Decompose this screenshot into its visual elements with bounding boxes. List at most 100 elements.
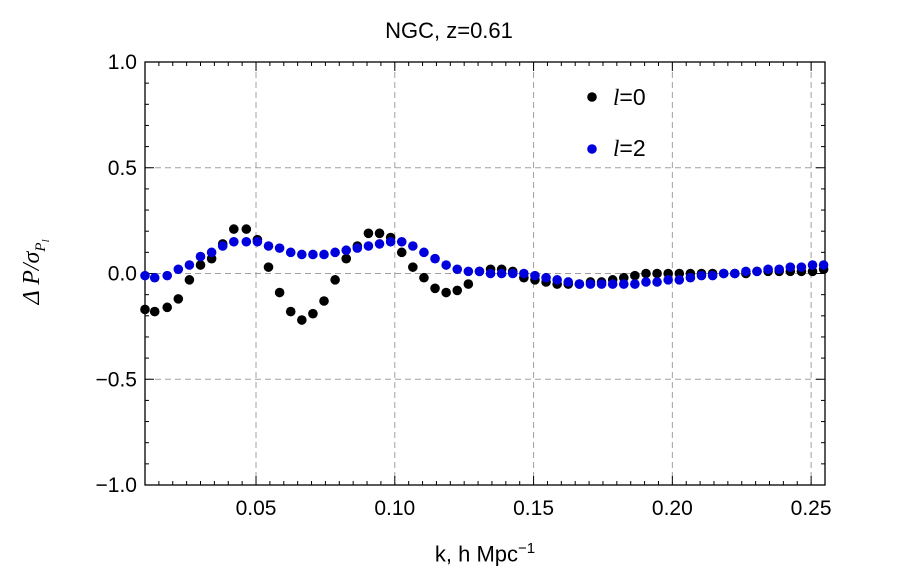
point-l2 bbox=[419, 247, 429, 258]
point-l2 bbox=[441, 260, 451, 270]
point-l0 bbox=[652, 268, 662, 279]
point-l2 bbox=[229, 236, 239, 247]
point-l2 bbox=[718, 268, 729, 279]
point-l2 bbox=[685, 272, 696, 283]
point-l0 bbox=[341, 253, 352, 264]
legend-label-l2: =2 bbox=[619, 135, 646, 161]
y-axis-label: Δ P/σPl bbox=[19, 239, 52, 305]
point-l2 bbox=[507, 268, 518, 279]
point-l2 bbox=[674, 275, 685, 285]
point-l2 bbox=[663, 275, 673, 285]
point-l2 bbox=[485, 268, 496, 279]
axis-tick-labels: 0.05 0.10 0.15 0.20 0.25 −1.0 −0.5 0.0 0.5 1.0 bbox=[96, 51, 832, 520]
point-l2 bbox=[585, 279, 596, 289]
point-l2 bbox=[162, 270, 173, 281]
point-l2 bbox=[530, 270, 540, 281]
point-l2 bbox=[140, 270, 150, 281]
x-axis-label-exponent: −1 bbox=[518, 540, 536, 557]
point-l2 bbox=[774, 264, 785, 275]
point-l2 bbox=[818, 260, 829, 270]
x-tick-label: 0.05 bbox=[236, 497, 277, 520]
point-l2 bbox=[574, 279, 585, 289]
point-l2 bbox=[308, 249, 318, 260]
point-l0 bbox=[285, 306, 296, 317]
y-tick-label: −1.0 bbox=[96, 474, 137, 497]
point-l2 bbox=[297, 249, 307, 260]
point-l0 bbox=[308, 308, 318, 319]
point-l2 bbox=[319, 249, 329, 260]
point-l2 bbox=[563, 277, 574, 287]
point-l0 bbox=[641, 268, 651, 279]
x-axis-label-text: k, h Mpc bbox=[434, 541, 519, 567]
point-l2 bbox=[241, 236, 252, 247]
legend-entry-l0: l=0 bbox=[613, 84, 646, 110]
point-l0 bbox=[162, 302, 173, 313]
point-l2 bbox=[285, 247, 296, 258]
point-l2 bbox=[741, 266, 751, 277]
point-l2 bbox=[206, 247, 217, 258]
x-tick-label: 0.25 bbox=[791, 497, 832, 520]
point-l2 bbox=[729, 268, 740, 279]
point-l0 bbox=[396, 247, 407, 258]
point-l0 bbox=[408, 262, 418, 272]
point-l2 bbox=[408, 241, 418, 251]
point-l2 bbox=[652, 277, 662, 287]
point-l2 bbox=[696, 270, 707, 281]
point-l2 bbox=[707, 270, 718, 281]
point-l0 bbox=[195, 260, 206, 270]
point-l2 bbox=[352, 243, 363, 253]
point-l2 bbox=[374, 239, 385, 249]
point-l2 bbox=[173, 264, 184, 275]
point-l2 bbox=[807, 260, 818, 270]
x-tick-label: 0.15 bbox=[513, 497, 554, 520]
point-l0 bbox=[419, 272, 429, 283]
y-tick-label: −0.5 bbox=[96, 368, 137, 391]
point-l2 bbox=[252, 236, 263, 247]
point-l0 bbox=[297, 315, 307, 325]
point-l2 bbox=[217, 241, 228, 251]
point-l2 bbox=[330, 247, 340, 258]
point-l0 bbox=[140, 304, 150, 315]
point-l2 bbox=[630, 279, 640, 289]
point-l2 bbox=[752, 266, 762, 277]
y-tick-label: 1.0 bbox=[108, 51, 137, 74]
legend-marker-l0 bbox=[587, 92, 597, 102]
point-l2 bbox=[341, 245, 352, 256]
point-l0 bbox=[430, 283, 440, 294]
point-l0 bbox=[263, 262, 274, 272]
point-l2 bbox=[785, 262, 796, 272]
point-l0 bbox=[319, 296, 329, 306]
point-l0 bbox=[229, 224, 239, 234]
x-axis-label: k, h Mpc−1 bbox=[145, 540, 825, 567]
point-l2 bbox=[452, 264, 463, 275]
x-tick-label: 0.20 bbox=[652, 497, 693, 520]
point-l2 bbox=[274, 243, 285, 253]
axis-ticks bbox=[144, 61, 826, 486]
point-l0 bbox=[374, 228, 385, 239]
point-l0 bbox=[184, 275, 195, 285]
legend-label-l0: =0 bbox=[619, 84, 646, 110]
point-l2 bbox=[385, 236, 396, 247]
point-l2 bbox=[363, 241, 374, 251]
point-l2 bbox=[263, 241, 274, 251]
point-l0 bbox=[241, 224, 252, 234]
point-l2 bbox=[796, 262, 807, 272]
point-l2 bbox=[463, 266, 474, 277]
point-l0 bbox=[363, 228, 374, 239]
point-l2 bbox=[641, 277, 651, 287]
point-l2 bbox=[396, 236, 407, 247]
y-tick-label: 0.0 bbox=[108, 263, 137, 286]
point-l2 bbox=[184, 260, 195, 270]
point-l2 bbox=[763, 264, 773, 275]
point-l0 bbox=[173, 294, 184, 304]
point-l0 bbox=[463, 279, 474, 289]
y-tick-label: 0.5 bbox=[108, 157, 137, 180]
chart-title: NGC, z=0.61 bbox=[385, 18, 513, 43]
legend-marker-l2 bbox=[587, 144, 597, 154]
point-l0 bbox=[330, 275, 340, 285]
point-l0 bbox=[274, 287, 285, 298]
point-l2 bbox=[552, 275, 562, 285]
legend-markers bbox=[587, 92, 597, 154]
y-axis-label-text: Δ P bbox=[19, 270, 46, 305]
